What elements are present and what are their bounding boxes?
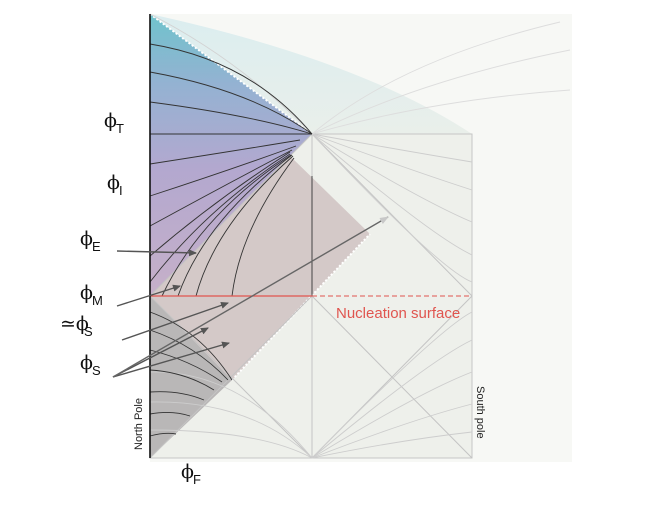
phi-m-label: ϕ M xyxy=(80,282,103,308)
svg-text:S: S xyxy=(84,324,93,339)
arrow-phi-s-1 xyxy=(112,327,209,378)
phi-f-label: ϕ F xyxy=(181,461,201,487)
svg-text:S: S xyxy=(92,363,101,378)
phi-s-label: ϕ S xyxy=(80,352,101,378)
svg-text:ϕ: ϕ xyxy=(80,228,93,250)
svg-text:ϕ: ϕ xyxy=(80,352,93,374)
arrow-phi-s-long xyxy=(112,216,389,378)
svg-text:ϕ: ϕ xyxy=(80,282,93,304)
south-pole-label: South pole xyxy=(474,386,486,439)
colored-upper-region xyxy=(150,14,312,296)
wedge-dotted-boundary xyxy=(149,13,313,135)
phi-e-label: ϕ E xyxy=(80,228,101,254)
faded-upper-region xyxy=(150,14,472,134)
svg-text:I: I xyxy=(119,183,123,198)
phi-t-label: ϕ T xyxy=(104,110,124,136)
right-faded-curves xyxy=(149,13,571,459)
north-pole-label: North Pole xyxy=(133,398,145,450)
arrow-approx-phi-s xyxy=(121,302,229,341)
svg-text:F: F xyxy=(193,472,201,487)
annotation-arrows xyxy=(112,216,389,378)
svg-text:M: M xyxy=(92,293,103,308)
arrow-phi-m xyxy=(116,284,181,307)
svg-text:E: E xyxy=(92,239,101,254)
svg-text:ϕ: ϕ xyxy=(181,461,194,483)
svg-text:ϕ: ϕ xyxy=(107,172,120,194)
svg-text:≃ϕ: ≃ϕ xyxy=(60,313,89,335)
phi-i-label: ϕ I xyxy=(107,172,123,198)
approx-phi-s-label: ≃ϕ S xyxy=(60,313,93,339)
arrow-phi-s-2 xyxy=(112,341,230,378)
svg-text:ϕ: ϕ xyxy=(104,110,117,132)
arrow-phi-e xyxy=(116,249,197,257)
svg-text:T: T xyxy=(116,121,124,136)
false-vacuum-region xyxy=(150,296,232,458)
nucleation-surface-label: Nucleation surface xyxy=(336,305,460,322)
field-curves-upper xyxy=(149,43,313,297)
